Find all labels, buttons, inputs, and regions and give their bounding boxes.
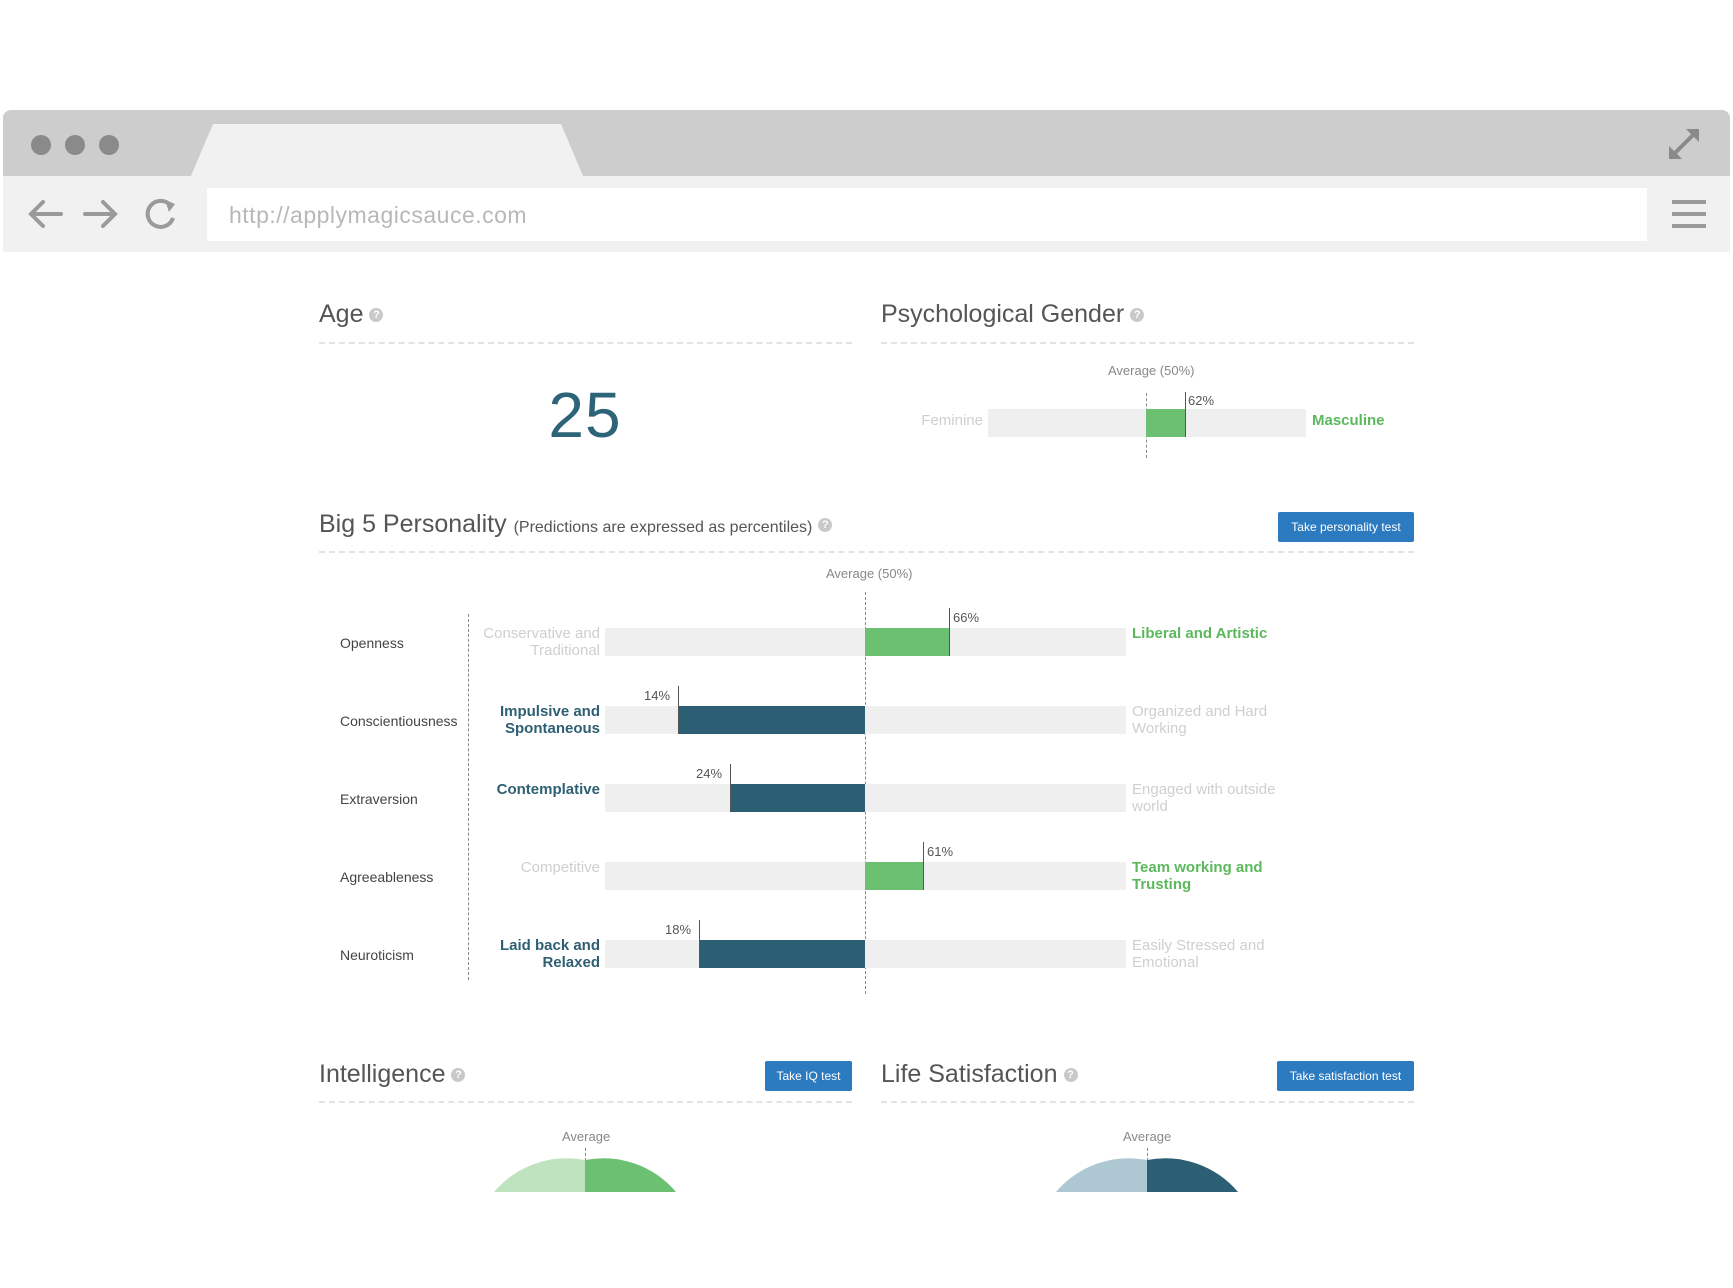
trait-bar-fill (698, 940, 865, 968)
intelligence-gauge (494, 1158, 676, 1192)
divider (319, 1101, 852, 1103)
gender-average-label: Average (50%) (1108, 363, 1195, 378)
satisfaction-gauge-left (1056, 1158, 1147, 1192)
trait-low-label: Impulsive and Spontaneous (499, 703, 600, 737)
divider (319, 551, 1414, 553)
trait-bar-fill (677, 706, 865, 734)
trait-percent-label: 61% (927, 844, 954, 859)
gender-masculine-label: Masculine (1312, 412, 1385, 429)
trait-percent-label: 66% (953, 610, 980, 625)
satisfaction-title: Life Satisfaction (881, 1060, 1058, 1088)
expand-icon[interactable] (1664, 124, 1704, 164)
satisfaction-gauge (1056, 1158, 1238, 1192)
window-close-dot[interactable] (31, 135, 51, 155)
take-iq-test-button[interactable]: Take IQ test (765, 1061, 852, 1091)
trait-high-label: Easily Stressed and Emotional (1132, 937, 1265, 971)
window-minimize-dot[interactable] (65, 135, 85, 155)
help-icon[interactable]: ? (1130, 308, 1145, 323)
browser-window: http://applymagicsauce.com (3, 110, 1730, 1260)
personality-average-label: Average (50%) (826, 566, 913, 581)
trait-bar-tick (699, 920, 700, 968)
divider (881, 1101, 1414, 1103)
personality-axis-line (468, 614, 469, 980)
trait-high-label: Liberal and Artistic (1132, 625, 1268, 642)
trait-high-label: Organized and Hard Working (1132, 703, 1268, 737)
help-icon[interactable]: ? (451, 1068, 466, 1083)
take-personality-test-button[interactable]: Take personality test (1278, 512, 1414, 542)
trait-bar-tick (678, 686, 679, 734)
intelligence-gauge-left (494, 1158, 585, 1192)
trait-bar-tick (923, 842, 924, 890)
trait-percent-label: 18% (665, 922, 692, 937)
help-icon[interactable]: ? (369, 308, 384, 323)
intelligence-title: Intelligence (319, 1060, 446, 1088)
age-heading: Age? (319, 300, 384, 329)
gender-title: Psychological Gender (881, 300, 1125, 328)
menu-icon[interactable] (1672, 198, 1706, 230)
personality-subtitle: (Predictions are expressed as percentile… (513, 519, 813, 536)
trait-percent-label: 14% (644, 688, 671, 703)
reload-icon[interactable] (141, 196, 181, 232)
intelligence-average-label: Average (562, 1129, 611, 1144)
address-bar[interactable]: http://applymagicsauce.com (207, 188, 1647, 241)
trait-percent-label: 24% (696, 766, 723, 781)
gender-feminine-label: Feminine (921, 412, 983, 429)
trait-name: Agreeableness (340, 869, 434, 885)
browser-tab[interactable] (191, 124, 583, 176)
trait-high-label: Engaged with outside world (1132, 781, 1276, 815)
tab-bar (3, 110, 1730, 176)
trait-bar-tick (949, 608, 950, 656)
trait-name: Conscientiousness (340, 713, 458, 729)
trait-bar-tick (730, 764, 731, 812)
trait-low-label: Competitive (520, 859, 600, 876)
forward-arrow-icon[interactable] (81, 196, 121, 232)
satisfaction-gauge-right (1147, 1158, 1238, 1192)
help-icon[interactable]: ? (818, 518, 833, 533)
trait-name: Extraversion (340, 791, 418, 807)
personality-title: Big 5 Personality (319, 510, 507, 538)
help-icon[interactable]: ? (1063, 1068, 1078, 1083)
trait-low-label: Contemplative (496, 781, 600, 798)
trait-bar-fill (865, 628, 949, 656)
trait-bar-fill (865, 862, 923, 890)
age-value: 25 (548, 379, 622, 451)
satisfaction-heading: Life Satisfaction? (881, 1060, 1078, 1089)
trait-bar-fill (730, 784, 865, 812)
trait-name: Neuroticism (340, 947, 414, 963)
gender-percent-label: 62% (1188, 393, 1215, 408)
window-maximize-dot[interactable] (99, 135, 119, 155)
browser-toolbar: http://applymagicsauce.com (3, 176, 1730, 252)
intelligence-heading: Intelligence? (319, 1060, 466, 1089)
trait-bar-track (605, 940, 1126, 968)
divider (881, 342, 1414, 344)
intelligence-gauge-right (585, 1158, 676, 1192)
divider (319, 342, 852, 344)
trait-bar-track (605, 784, 1126, 812)
gender-bar-tick (1185, 392, 1186, 437)
trait-low-label: Laid back and Relaxed (499, 937, 600, 971)
trait-low-label: Conservative and Traditional (483, 625, 600, 659)
satisfaction-average-label: Average (1123, 1129, 1172, 1144)
take-satisfaction-test-button[interactable]: Take satisfaction test (1277, 1061, 1414, 1091)
age-title: Age (319, 300, 364, 328)
trait-high-label: Team working and Trusting (1132, 859, 1263, 893)
personality-heading: Big 5 Personality (Predictions are expre… (319, 510, 833, 539)
gender-heading: Psychological Gender? (881, 300, 1145, 329)
trait-name: Openness (340, 635, 404, 651)
back-arrow-icon[interactable] (25, 196, 65, 232)
address-bar-text: http://applymagicsauce.com (229, 202, 528, 228)
gender-bar-fill (1146, 409, 1186, 437)
